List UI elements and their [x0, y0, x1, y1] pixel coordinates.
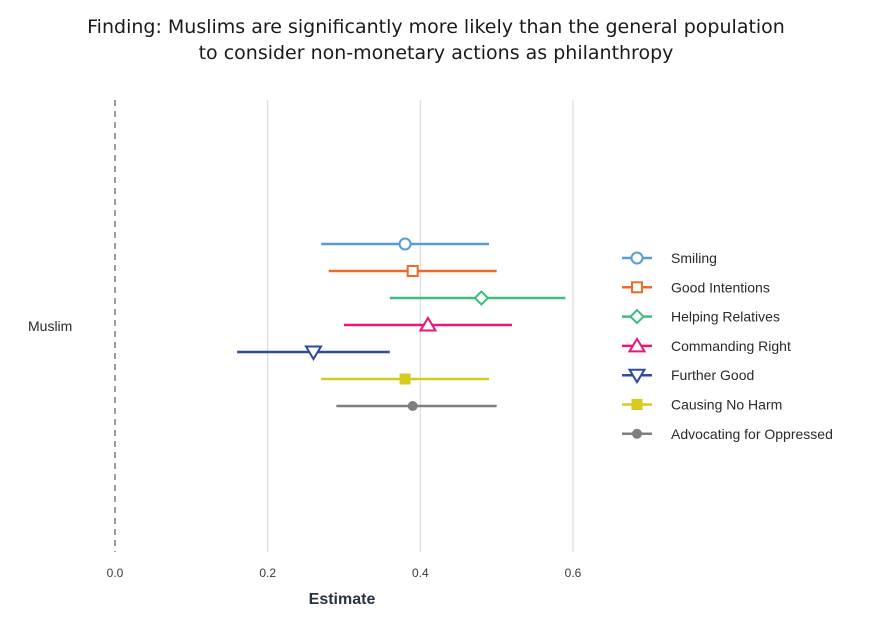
legend-item: Helping Relatives [622, 309, 780, 325]
series-good-intentions [328, 265, 497, 277]
legend-label: Commanding Right [671, 338, 791, 354]
series-smiling [321, 237, 490, 251]
point-marker [473, 290, 490, 306]
x-tick-label: 0.6 [565, 566, 582, 580]
legend-label: Causing No Harm [671, 397, 782, 413]
legend-key-marker [631, 399, 643, 410]
legend-item: Commanding Right [622, 336, 791, 354]
series-helping-relatives [389, 290, 566, 306]
point-marker [407, 401, 418, 411]
legend-label: Good Intentions [671, 279, 770, 295]
legend-label: Further Good [671, 367, 754, 383]
legend-label: Helping Relatives [671, 309, 780, 325]
series-advocating-for-oppressed [336, 401, 497, 411]
category-label-muslim: Muslim [28, 318, 72, 334]
chart-title: Finding: Muslims are significantly more … [0, 14, 872, 66]
legend-item: Advocating for Oppressed [622, 426, 833, 442]
legend-label: Advocating for Oppressed [671, 426, 833, 442]
point-marker [304, 345, 323, 361]
legend-key-marker [630, 251, 644, 265]
chart-title-line-1: Finding: Muslims are significantly more … [87, 16, 785, 38]
legend-key-marker [627, 368, 647, 385]
legend-label: Smiling [671, 250, 717, 266]
x-axis-label: Estimate [309, 591, 376, 608]
x-tick-label: 0.4 [412, 566, 429, 580]
legend-key-marker [629, 308, 645, 325]
point-marker [399, 373, 411, 385]
point-marker [406, 265, 419, 277]
series-commanding-right [344, 316, 512, 332]
x-tick-label: 0.0 [107, 566, 124, 580]
series-causing-no-harm [321, 373, 490, 385]
legend-item: Causing No Harm [622, 397, 782, 413]
legend-item: Good Intentions [622, 279, 770, 295]
legend: Smiling Good Intentions Helping Relatives C… [622, 250, 833, 442]
legend-key-marker [632, 428, 642, 439]
point-marker [398, 237, 412, 251]
x-tick-labels: 0.0 0.2 0.4 0.6 [107, 566, 582, 580]
series-group [237, 237, 566, 411]
point-marker [418, 316, 438, 332]
legend-item: Further Good [622, 367, 754, 385]
legend-key-marker [627, 336, 647, 353]
series-further-good [237, 345, 390, 361]
legend-key-marker [631, 281, 643, 294]
legend-item: Smiling [622, 250, 717, 266]
x-tick-label: 0.2 [259, 566, 276, 580]
chart-title-line-2: to consider non-monetary actions as phil… [198, 42, 674, 64]
